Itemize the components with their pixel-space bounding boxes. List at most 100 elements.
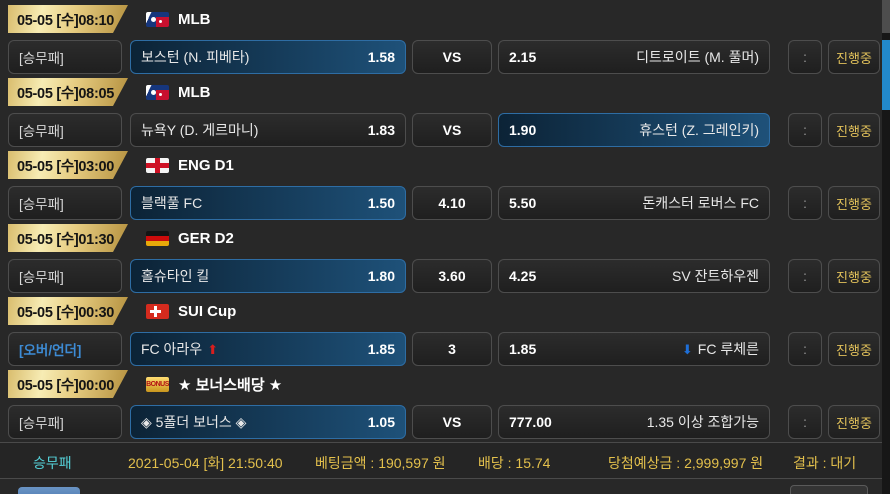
draw-vs-button[interactable]: VS (412, 113, 492, 147)
away-odds-value: 5.50 (509, 195, 537, 211)
market-type-button[interactable]: [승무패] (8, 405, 122, 439)
away-odds-button[interactable]: 4.25 SV 잔트하우젠 (498, 259, 770, 293)
odds-row: [승무패] ◈ 5폴더 보너스 ◈ 1.05 VS 777.00 1.35 이상… (0, 405, 890, 439)
home-team-name: 블랙풀 FC (141, 195, 203, 211)
game-datetime-label: 05-05 [수]01:30 (17, 231, 114, 248)
game-header: 05-05 [수]00:30 SUI Cup (0, 297, 890, 325)
market-label: [오버/언더] (19, 343, 82, 358)
league-icon (146, 303, 169, 319)
market-type-button[interactable]: [승무패] (8, 40, 122, 74)
game-block: 05-05 [수]08:10 MLB [승무패] 보스턴 (N. 피베타) 1.… (0, 5, 890, 74)
bottom-right-partial-button[interactable] (790, 485, 868, 494)
score-button[interactable]: : (788, 186, 822, 220)
game-header: 05-05 [수]08:05 MLB (0, 78, 890, 106)
market-type-button[interactable]: [오버/언더] (8, 332, 122, 366)
draw-vs-button[interactable]: 4.10 (412, 186, 492, 220)
status-button[interactable]: 진행중 (828, 40, 880, 74)
game-header: 05-05 [수]03:00 ENG D1 (0, 151, 890, 179)
home-odds-button[interactable]: 홀슈타인 킬 1.80 (130, 259, 406, 293)
away-odds-button[interactable]: 5.50 돈캐스터 로버스 FC (498, 186, 770, 220)
score-label: : (803, 49, 807, 65)
status-label: 진행중 (836, 196, 872, 212)
market-label: [승무패] (19, 416, 64, 431)
score-button[interactable]: : (788, 113, 822, 147)
status-button[interactable]: 진행중 (828, 113, 880, 147)
home-team-name: FC 아라우 (141, 341, 203, 357)
away-odds-button[interactable]: 1.85 ⬇ FC 루체른 (498, 332, 770, 366)
score-button[interactable]: : (788, 259, 822, 293)
draw-vs-button[interactable]: 3 (412, 332, 492, 366)
bottom-left-partial-button[interactable] (18, 487, 80, 494)
league-name: SUI Cup (178, 302, 237, 320)
market-label: [승무패] (19, 124, 64, 139)
status-label: 진행중 (836, 123, 872, 139)
game-datetime-label: 05-05 [수]00:00 (17, 377, 114, 394)
home-odds-button[interactable]: 보스턴 (N. 피베타) 1.58 (130, 40, 406, 74)
date-banner: 05-05 [수]00:00 (8, 370, 128, 398)
status-button[interactable]: 진행중 (828, 186, 880, 220)
scrollbar-track-top (882, 0, 890, 33)
away-odds-value: 1.90 (509, 122, 537, 138)
status-button[interactable]: 진행중 (828, 259, 880, 293)
league-icon-text: BONUS (146, 380, 169, 388)
market-label: [승무패] (19, 197, 64, 212)
summary-result: 결과 : 대기 (793, 455, 857, 471)
score-button[interactable]: : (788, 40, 822, 74)
away-team-name: 돈캐스터 로버스 FC (642, 195, 759, 211)
status-button[interactable]: 진행중 (828, 332, 880, 366)
odds-row: [승무패] 홀슈타인 킬 1.80 3.60 4.25 SV 잔트하우젠 (0, 259, 890, 293)
score-button[interactable]: : (788, 405, 822, 439)
league-icon (146, 157, 169, 173)
market-type-button[interactable]: [승무패] (8, 113, 122, 147)
home-team-name: ◈ 5폴더 보너스 ◈ (141, 414, 247, 430)
status-label: 진행중 (836, 50, 872, 66)
date-banner: 05-05 [수]01:30 (8, 224, 128, 252)
market-type-button[interactable]: [승무패] (8, 259, 122, 293)
odds-row: [승무패] 뉴욕Y (D. 게르마니) 1.83 VS 1.90 휴스턴 (Z.… (0, 113, 890, 147)
score-label: : (803, 122, 807, 138)
home-odds-button[interactable]: 뉴욕Y (D. 게르마니) 1.83 (130, 113, 406, 147)
home-team-name: 보스턴 (N. 피베타) (141, 49, 250, 65)
game-block: 05-05 [수]00:30 SUI Cup [오버/언더] FC 아라우 ⬆ … (0, 297, 890, 366)
score-label: : (803, 195, 807, 211)
away-odds-button[interactable]: 777.00 1.35 이상 조합가능 (498, 405, 770, 439)
market-label: [승무패] (19, 270, 64, 285)
home-odds-button[interactable]: FC 아라우 ⬆ 1.85 (130, 332, 406, 366)
league-icon: BONUS (146, 376, 169, 392)
draw-vs-button[interactable]: VS (412, 40, 492, 74)
away-odds-button[interactable]: 1.90 휴스턴 (Z. 그레인키) (498, 113, 770, 147)
league-icon (146, 11, 169, 27)
odds-up-icon: ⬆ (207, 341, 219, 357)
away-team-name: 1.35 이상 조합가능 (646, 414, 759, 430)
game-datetime-label: 05-05 [수]08:10 (17, 12, 114, 29)
home-odds-value: 1.83 (367, 122, 395, 138)
score-label: : (803, 414, 807, 430)
draw-label: VS (442, 414, 462, 430)
scrollbar-thumb[interactable] (882, 40, 890, 110)
home-odds-button[interactable]: ◈ 5폴더 보너스 ◈ 1.05 (130, 405, 406, 439)
market-type-button[interactable]: [승무패] (8, 186, 122, 220)
home-odds-button[interactable]: 블랙풀 FC 1.50 (130, 186, 406, 220)
away-odds-value: 2.15 (509, 49, 537, 65)
game-datetime-label: 05-05 [수]00:30 (17, 304, 114, 321)
game-datetime-label: 05-05 [수]08:05 (17, 85, 114, 102)
odds-down-icon: ⬇ (681, 341, 693, 357)
game-header: 05-05 [수]01:30 GER D2 (0, 224, 890, 252)
score-button[interactable]: : (788, 332, 822, 366)
draw-label: VS (442, 122, 462, 138)
market-label: [승무패] (19, 51, 64, 66)
scrollbar[interactable] (882, 0, 890, 494)
away-team-name: FC 루체른 (697, 341, 759, 357)
game-block: 05-05 [수]00:00 BONUS ★ 보너스배당 ★ [승무패] ◈ 5… (0, 370, 890, 439)
game-header: 05-05 [수]08:10 MLB (0, 5, 890, 33)
home-team-name: 홀슈타인 킬 (141, 268, 210, 284)
away-team-name: SV 잔트하우젠 (672, 268, 759, 284)
draw-vs-button[interactable]: 3.60 (412, 259, 492, 293)
game-header: 05-05 [수]00:00 BONUS ★ 보너스배당 ★ (0, 370, 890, 398)
status-label: 진행중 (836, 415, 872, 431)
odds-row: [승무패] 보스턴 (N. 피베타) 1.58 VS 2.15 디트로이트 (M… (0, 40, 890, 74)
score-label: : (803, 268, 807, 284)
away-odds-button[interactable]: 2.15 디트로이트 (M. 풀머) (498, 40, 770, 74)
draw-vs-button[interactable]: VS (412, 405, 492, 439)
status-button[interactable]: 진행중 (828, 405, 880, 439)
